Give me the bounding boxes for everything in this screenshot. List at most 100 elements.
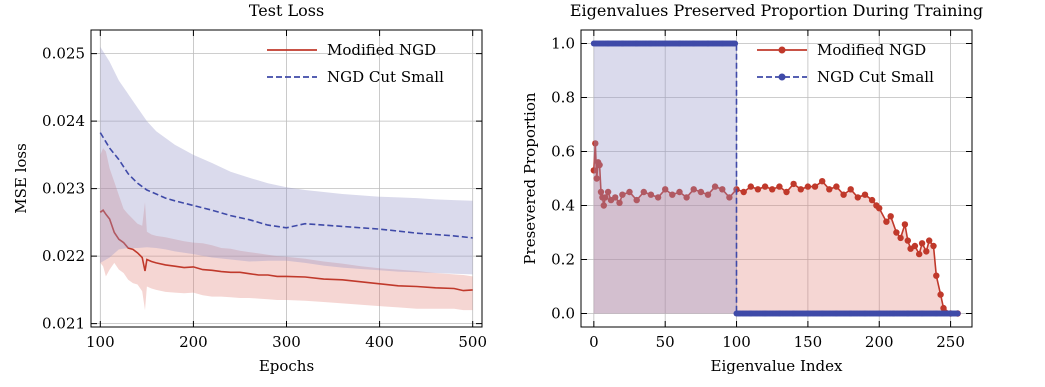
data-point — [719, 186, 726, 193]
data-point — [690, 186, 697, 193]
data-point — [612, 194, 619, 201]
data-point — [933, 272, 940, 279]
data-point — [732, 40, 739, 47]
data-point — [647, 191, 655, 198]
y-tick-label: 0.025 — [42, 45, 85, 63]
data-point — [897, 234, 904, 242]
plot-area — [99, 46, 473, 311]
data-point — [616, 199, 623, 206]
plot-frame — [580, 29, 973, 328]
data-point — [940, 304, 947, 312]
data-point — [937, 291, 944, 298]
chart-panel-1: 100 200 300 400 500 0.021 0.022 0.023 0.024 0.025… — [12, 1, 487, 375]
data-point — [790, 180, 797, 188]
chart-panel-2: 0 50 100 150 200 250 0.0 0.2 0.4 0.6 0.8 1.0 Eigenva… — [521, 1, 983, 375]
data-point — [697, 188, 705, 196]
x-tick-label: 250 — [936, 333, 965, 351]
series-line — [99, 209, 473, 292]
y-tick-label: 0.0 — [551, 305, 575, 323]
data-point — [847, 186, 854, 193]
y-tick-label: 0.4 — [551, 197, 575, 215]
data-point — [662, 186, 669, 193]
data-point — [904, 237, 911, 244]
data-point — [797, 186, 804, 193]
data-point — [893, 229, 900, 236]
data-point — [740, 188, 747, 196]
x-tick-label: 100 — [722, 333, 751, 351]
data-point — [926, 237, 933, 244]
x-tick-label: 200 — [865, 333, 894, 351]
data-point — [593, 175, 600, 182]
x-tick-label: 500 — [458, 333, 487, 351]
y-tick-label: 0.2 — [551, 251, 575, 269]
x-tick-label: 200 — [179, 333, 208, 351]
series-1 — [99, 148, 473, 311]
data-point — [597, 188, 605, 196]
confidence-band — [100, 46, 473, 275]
data-point — [918, 240, 926, 247]
x-tick-label: 0 — [589, 333, 599, 351]
y-tick-label: 0.022 — [42, 247, 85, 265]
plot-area — [590, 40, 961, 317]
chart-title: Test Loss — [249, 1, 324, 20]
x-tick-label: 150 — [794, 333, 823, 351]
data-point — [711, 183, 719, 190]
data-point — [868, 196, 876, 204]
data-point — [619, 191, 626, 198]
legend-label: Modified NGD — [817, 41, 926, 59]
data-point — [954, 310, 961, 317]
data-point — [669, 191, 676, 198]
data-point — [883, 218, 890, 225]
data-point — [833, 183, 840, 190]
data-point — [876, 205, 883, 212]
x-tick-label: 300 — [272, 333, 301, 351]
x-axis-label: Eigenvalue Index — [711, 357, 843, 375]
data-point — [590, 167, 597, 174]
y-axis-label: MSE loss — [12, 143, 30, 214]
x-tick-label: 50 — [656, 333, 675, 351]
legend-marker — [778, 46, 786, 54]
data-point — [840, 191, 847, 198]
data-point — [923, 248, 930, 255]
data-point — [604, 188, 612, 196]
series-2 — [99, 46, 473, 275]
x-tick-label: 100 — [86, 333, 115, 351]
y-tick-label: 0.023 — [42, 180, 85, 198]
legend: Modified NGD NGD Cut Small — [267, 41, 444, 86]
data-point — [676, 188, 683, 196]
y-tick-label: 0.021 — [42, 315, 85, 333]
data-point — [683, 194, 690, 201]
y-tick-label: 0.6 — [551, 143, 575, 161]
confidence-band — [100, 148, 473, 311]
data-point — [596, 161, 603, 169]
data-point — [887, 213, 894, 220]
data-point — [911, 242, 919, 250]
x-tick-label: 400 — [365, 333, 394, 351]
data-point — [776, 183, 783, 190]
data-point — [826, 186, 833, 193]
data-point — [640, 188, 647, 196]
data-point — [600, 202, 607, 209]
data-point — [804, 183, 812, 190]
x-axis-label: Epochs — [259, 357, 314, 375]
data-point — [633, 196, 640, 204]
area-fill — [593, 43, 958, 314]
data-point — [811, 183, 819, 190]
legend: Modified NGD NGD Cut Small — [757, 41, 934, 86]
data-point — [626, 188, 633, 196]
data-point — [704, 191, 712, 198]
area-fill — [593, 143, 958, 314]
legend-marker — [778, 73, 786, 81]
data-point — [726, 194, 733, 201]
data-point — [930, 242, 937, 250]
chart-title: Eigenvalues Preserved Proportion During … — [570, 1, 983, 20]
data-point — [654, 194, 662, 201]
y-tick-label: 0.8 — [551, 89, 575, 107]
legend-label: NGD Cut Small — [817, 68, 934, 86]
series-2 — [590, 40, 961, 317]
legend-label: NGD Cut Small — [327, 68, 444, 86]
data-point — [783, 188, 790, 196]
data-point — [861, 191, 869, 198]
